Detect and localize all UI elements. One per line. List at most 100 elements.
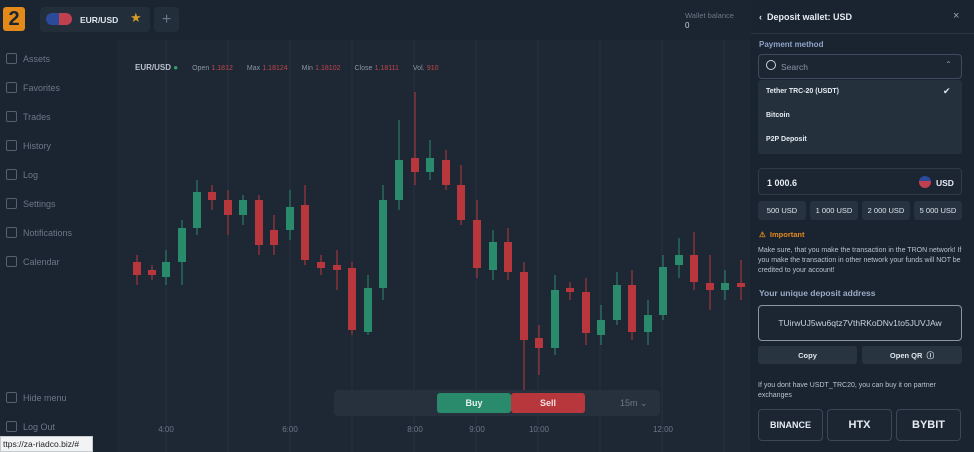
wallet-label: Wallet balance — [685, 11, 734, 20]
sidebar-item[interactable]: Assets — [6, 53, 50, 64]
sidebar-label: Calendar — [23, 256, 60, 267]
candle-body — [255, 200, 263, 245]
copy-button[interactable]: Copy — [758, 346, 857, 364]
candle-body — [489, 242, 497, 270]
sidebar-item[interactable]: History — [6, 140, 51, 151]
sidebar-icon — [6, 140, 17, 151]
panel-title-text: Deposit wallet: USD — [767, 12, 853, 22]
amount-box[interactable]: 1 000.6 USD — [758, 168, 962, 195]
stat: Min 1.18102 — [302, 63, 341, 72]
candle-body — [270, 230, 278, 245]
partner-text: If you dont have USDT_TRC20, you can buy… — [758, 382, 936, 399]
candle-body — [535, 338, 543, 348]
candle-body — [178, 228, 186, 262]
stat: Max 1.18124 — [247, 63, 288, 72]
sidebar-item[interactable]: Notifications — [6, 227, 72, 238]
x-tick-label: 12:00 — [653, 425, 674, 434]
add-tab[interactable]: + — [154, 7, 179, 32]
sidebar-item[interactable]: Calendar — [6, 256, 60, 267]
payment-option[interactable]: Tether TRC-20 (USDT) — [766, 88, 839, 95]
stat: Open 1.1812 — [192, 63, 233, 72]
sidebar-item[interactable]: Settings — [6, 198, 56, 209]
sell-button[interactable]: Sell — [511, 393, 585, 413]
quick-amount[interactable]: 1 000 USD — [810, 201, 858, 220]
candle-body — [473, 220, 481, 268]
sidebar-item[interactable]: Favorites — [6, 82, 60, 93]
candle-body — [628, 285, 636, 332]
stat-label: Open — [192, 65, 210, 72]
candle-body — [193, 192, 201, 228]
exchange-logo[interactable]: BINANCE — [758, 409, 823, 441]
address-box[interactable]: TUirwUJ5wu6qtz7VthRKoDNv1to5JUVJAw — [758, 305, 962, 341]
candle-body — [520, 272, 528, 340]
sell-label: Sell — [539, 398, 556, 408]
open-qr-label: Open QR — [889, 350, 923, 360]
candle-body — [333, 265, 341, 270]
quick-amount[interactable]: 5 000 USD — [914, 201, 962, 220]
payment-option[interactable]: P2P Deposit — [766, 136, 807, 143]
sidebar-label: Log — [23, 169, 39, 180]
candle-body — [721, 283, 729, 290]
star-icon[interactable]: ★ — [130, 10, 142, 25]
candles: 4:00 6:00 8:00 9:00 10:00 12:00 — [133, 40, 745, 452]
stat-value: 1.18124 — [262, 65, 288, 72]
close-button[interactable]: × — [953, 10, 960, 22]
sidebar-icon — [6, 111, 17, 122]
toolbar: Buy Sell 15m ⌄ — [334, 390, 660, 416]
candle-body — [597, 320, 605, 335]
candle-body — [148, 270, 156, 275]
sidebar-icon — [6, 227, 17, 238]
log-out[interactable]: Log Out — [6, 421, 55, 432]
stat-value: 1.18102 — [315, 65, 341, 72]
search-placeholder: Search — [781, 62, 808, 72]
sidebar-icon — [6, 82, 17, 93]
candle-body — [348, 268, 356, 330]
x-tick-label: 8:00 — [407, 425, 423, 434]
amount: 1 000.6 — [767, 178, 798, 188]
candle-body — [442, 160, 450, 185]
candle-body — [706, 283, 714, 290]
exchange-logo[interactable]: HTX — [827, 409, 892, 441]
candle-body — [239, 200, 247, 215]
options-list: Tether TRC-20 (USDT) Bitcoin P2P Deposit ✔ — [758, 80, 962, 154]
sidebar-item[interactable]: Trades — [6, 111, 51, 122]
stat-value: 910 — [426, 65, 439, 72]
asset-pair: EUR/USD — [80, 14, 119, 25]
sidebar-icon — [6, 198, 17, 209]
hide-menu[interactable]: Hide menu — [6, 392, 67, 403]
search-box[interactable]: Search ⌃ — [758, 54, 962, 79]
caret: ⌃ — [945, 60, 952, 69]
log-out-label: Log Out — [23, 421, 56, 432]
open-qr-button[interactable]: Open QR ⓘ — [862, 346, 962, 364]
sidebar-label: History — [23, 140, 52, 151]
quick-amount[interactable]: 2 000 USD — [862, 201, 910, 220]
buy-button[interactable]: Buy — [437, 393, 511, 413]
exchange-logo[interactable]: BYBIT — [896, 409, 961, 441]
candle-body — [133, 262, 141, 275]
sidebar-icon — [6, 169, 17, 180]
top-bar: 2 EUR/USD ★ + Wallet balance 0 — [0, 0, 751, 40]
chart-pair: EUR/USD ● — [135, 63, 179, 72]
quick-amount[interactable]: 500 USD — [758, 201, 806, 220]
candle-body — [286, 207, 294, 230]
interval[interactable]: 15m ⌄ — [620, 398, 648, 408]
x-tick-label: 6:00 — [282, 425, 298, 434]
stat-label: Vol. — [412, 65, 425, 72]
stat-label: Min — [301, 65, 313, 72]
payment-option[interactable]: Bitcoin — [766, 112, 790, 119]
candle-body — [582, 292, 590, 333]
logo[interactable]: 2 — [3, 7, 25, 31]
interval-label: 15m — [620, 398, 638, 408]
chart-pair-text: EUR/USD — [135, 63, 172, 72]
stat-value: 1.1812 — [211, 65, 233, 72]
candle-body — [411, 158, 419, 172]
candle-body — [224, 200, 232, 215]
status-bar: ttps://za-riadco.biz/# — [0, 436, 93, 452]
candle-body — [208, 192, 216, 200]
sidebar-label: Trades — [23, 111, 51, 122]
deposit-panel: ‹ Deposit wallet: USD × Payment method S… — [751, 0, 974, 452]
sidebar-item[interactable]: Log — [6, 169, 38, 180]
candle-body — [659, 267, 667, 315]
candle-body — [395, 160, 403, 200]
x-tick-label: 10:00 — [529, 425, 550, 434]
